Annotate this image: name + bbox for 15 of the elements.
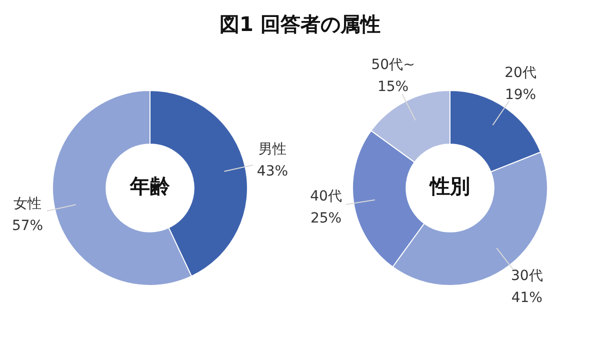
data-label: 41% (511, 290, 542, 306)
data-label: 15% (377, 78, 409, 95)
text: 性別 (428, 174, 470, 198)
data-label: 57% (12, 218, 44, 234)
chart-title: 図1 回答者の属性 (218, 11, 382, 38)
slice-label: 30代 (511, 268, 543, 284)
slice-label: 40代 (310, 188, 342, 204)
slice-label: 女性 (14, 196, 42, 212)
slice-label: 50代~ (371, 56, 415, 73)
data-label: 25% (310, 210, 342, 226)
slice-label: 男性 (258, 141, 286, 158)
data-label: 19% (504, 86, 536, 103)
data-label: 43% (256, 163, 288, 180)
text: 年齢 (129, 174, 171, 198)
slice-label: 20代 (504, 64, 536, 81)
